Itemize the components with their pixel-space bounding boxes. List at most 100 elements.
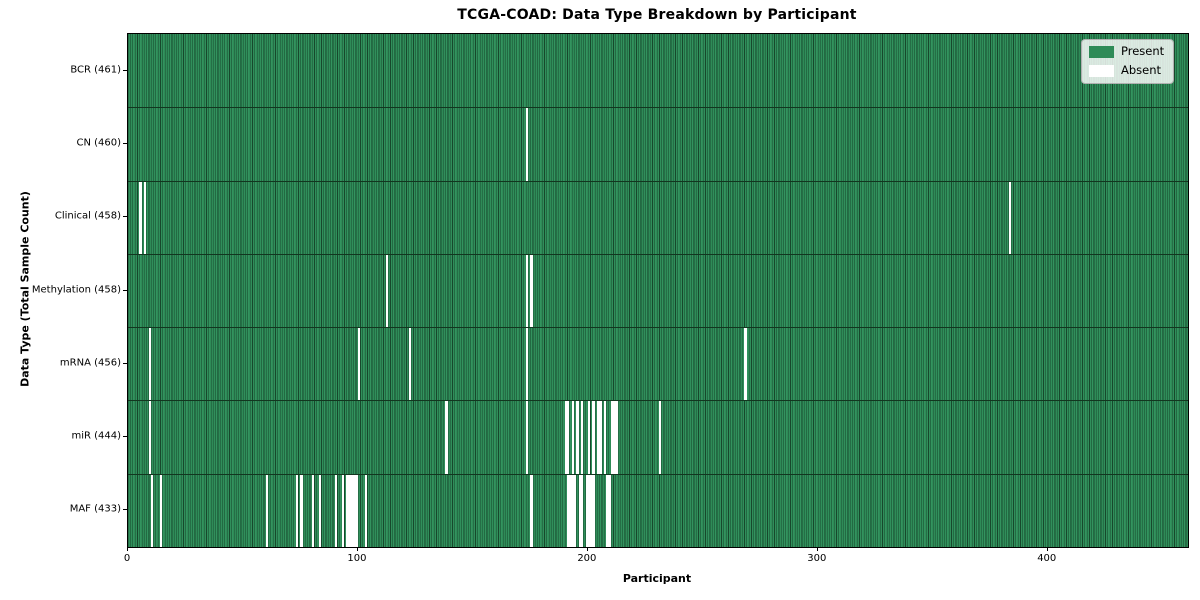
y-tick-mark — [123, 509, 127, 511]
absent-mark — [567, 474, 570, 547]
heatmap-row-Methylation — [128, 253, 1188, 328]
y-tick-label-BCR: BCR (461) — [70, 64, 121, 76]
absent-mark — [311, 474, 315, 547]
absent-mark — [592, 474, 595, 547]
absent-mark — [744, 328, 747, 401]
x-tick-mark — [1046, 547, 1048, 551]
absent-mark — [530, 254, 533, 328]
absent-mark — [587, 474, 591, 547]
absent-mark — [587, 401, 591, 474]
y-tick-label-CN: CN (460) — [76, 137, 121, 149]
absent-mark — [569, 474, 572, 547]
heatmap-row-MAF — [128, 473, 1188, 547]
legend-entry-present: Present — [1089, 44, 1165, 59]
absent-mark — [597, 401, 600, 474]
absent-mark — [318, 474, 322, 547]
absent-mark — [385, 254, 388, 328]
absent-mark — [160, 474, 163, 547]
present-swatch-icon — [1089, 45, 1114, 58]
absent-mark — [139, 181, 142, 254]
absent-mark — [530, 474, 533, 547]
y-tick-mark — [123, 436, 127, 438]
legend-label-present: Present — [1121, 44, 1165, 58]
absent-mark — [610, 401, 614, 474]
x-tick-label-100: 100 — [347, 553, 367, 564]
absent-mark — [351, 474, 354, 547]
absent-mark — [525, 328, 529, 401]
absent-mark — [265, 474, 269, 547]
absent-mark — [353, 474, 356, 547]
absent-mark — [603, 401, 607, 474]
absent-mark — [357, 328, 361, 401]
absent-mark — [571, 401, 575, 474]
absent-mark — [341, 474, 345, 547]
y-tick-label-MAF: MAF (433) — [69, 503, 121, 515]
x-tick-mark — [127, 547, 128, 551]
heatmap-row-CN — [128, 107, 1188, 181]
absent-mark — [148, 401, 151, 474]
absent-mark — [613, 401, 616, 474]
absent-mark — [525, 254, 529, 328]
y-tick-mark — [123, 362, 127, 364]
absent-mark — [148, 328, 151, 401]
absent-mark — [571, 474, 575, 547]
absent-mark — [525, 401, 529, 474]
absent-mark — [295, 474, 299, 547]
absent-mark — [525, 108, 529, 181]
y-tick-label-mRNA: mRNA (456) — [59, 357, 121, 369]
absent-mark — [567, 401, 570, 474]
x-tick-label-400: 400 — [1037, 553, 1057, 564]
y-tick-mark — [123, 142, 127, 144]
absent-mark — [348, 474, 352, 547]
absent-mark — [574, 474, 577, 547]
absent-mark — [346, 474, 349, 547]
heatmap-plot-area — [127, 33, 1189, 548]
absent-mark — [592, 401, 595, 474]
absent-swatch-icon — [1089, 64, 1114, 77]
absent-mark — [585, 474, 588, 547]
legend: Present Absent — [1081, 39, 1175, 84]
heatmap-row-miR — [128, 400, 1188, 474]
heatmap-row-BCR — [128, 34, 1188, 108]
absent-mark — [144, 181, 147, 254]
x-tick-label-0: 0 — [123, 553, 131, 564]
y-tick-label-Clinical: Clinical (458) — [54, 210, 121, 222]
x-tick-mark — [816, 547, 818, 551]
absent-mark — [578, 474, 581, 547]
heatmap-row-Clinical — [128, 180, 1188, 254]
absent-mark — [599, 401, 602, 474]
heatmap-row-mRNA — [128, 327, 1188, 401]
x-tick-label-300: 300 — [807, 553, 827, 564]
absent-mark — [576, 401, 579, 474]
y-tick-mark — [123, 69, 127, 71]
absent-mark — [408, 328, 411, 401]
y-tick-mark — [123, 289, 127, 291]
absent-mark — [150, 474, 154, 547]
x-tick-mark — [586, 547, 588, 551]
absent-mark — [1008, 181, 1011, 254]
absent-mark — [615, 401, 618, 474]
absent-mark — [659, 401, 662, 474]
absent-mark — [564, 401, 568, 474]
chart-title: TCGA-COAD: Data Type Breakdown by Partic… — [457, 7, 857, 23]
absent-mark — [445, 401, 448, 474]
legend-label-absent: Absent — [1121, 62, 1162, 77]
absent-mark — [355, 474, 358, 547]
absent-mark — [334, 474, 338, 547]
y-tick-label-miR: miR (444) — [71, 430, 121, 442]
absent-mark — [300, 474, 303, 547]
absent-mark — [580, 474, 584, 547]
legend-entry-absent: Absent — [1089, 62, 1164, 78]
x-tick-mark — [356, 547, 358, 551]
y-tick-mark — [123, 216, 127, 218]
absent-mark — [608, 474, 611, 547]
absent-mark — [590, 474, 593, 547]
absent-mark — [606, 474, 609, 547]
absent-mark — [364, 474, 368, 547]
x-tick-label-200: 200 — [577, 553, 597, 564]
y-tick-label-Methylation: Methylation (458) — [31, 284, 121, 295]
x-axis-label: Participant — [622, 572, 692, 585]
absent-mark — [580, 401, 584, 474]
y-axis-label: Data Type (Total Sample Count) — [18, 191, 32, 387]
